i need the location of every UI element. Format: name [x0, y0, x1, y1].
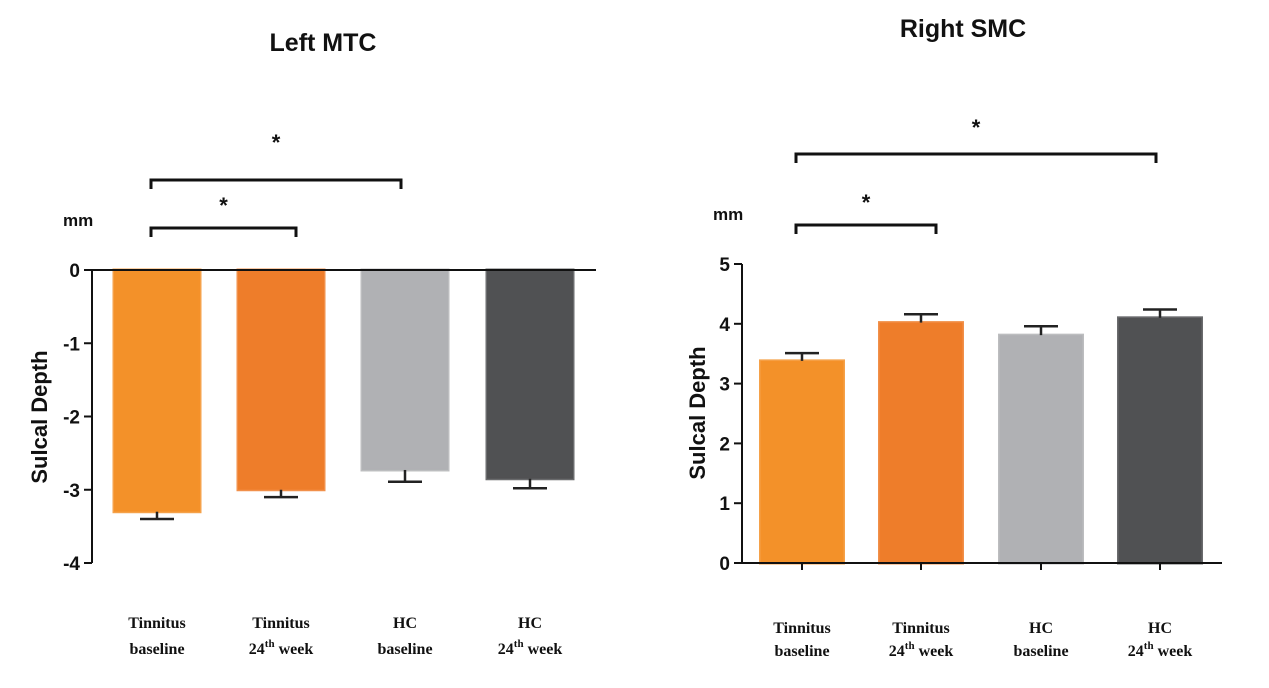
category-label-line2-main-3: baseline — [1013, 643, 1068, 660]
category-label-line2-1: baseline — [774, 643, 829, 660]
category-label-line2-1: baseline — [129, 641, 184, 658]
right-smc-chart: Right SMC mm Sulcal Depth 5 4 3 2 1 0 Tinnitus bas… — [685, 15, 1222, 660]
category-label-line1-4: HC — [518, 615, 542, 632]
bar-2 — [236, 268, 326, 492]
category-label-sup-2: th — [265, 638, 275, 650]
category-label-line2-4: 24th week — [498, 638, 563, 658]
y-tick-label-3: -2 — [63, 408, 80, 429]
bar-1 — [759, 359, 845, 565]
significance-star-2: * — [972, 115, 981, 140]
category-label-line1-3: HC — [1029, 620, 1053, 637]
significance-bracket-1 — [794, 223, 938, 234]
y-tick-label-3: 3 — [719, 375, 730, 396]
category-label-line2-tail-2: week — [275, 641, 314, 658]
bar-2 — [878, 321, 964, 565]
category-label-line1-1: Tinnitus — [128, 615, 186, 632]
category-label-line2-main-1: baseline — [129, 641, 184, 658]
y-tick-label-2: -1 — [63, 334, 80, 355]
category-label-line2-tail-4: week — [524, 641, 563, 658]
y-tick-label-2: 4 — [719, 315, 730, 336]
significance-star-1: * — [219, 193, 228, 218]
category-label-line2-main-2: 24 — [249, 641, 265, 658]
category-label-line2-main-2: 24 — [889, 643, 905, 660]
category-label-line2-3: baseline — [377, 641, 432, 658]
category-label-line2-tail-2: week — [915, 643, 954, 660]
category-label-line2-3: baseline — [1013, 643, 1068, 660]
y-tick-label-5: 1 — [719, 494, 730, 515]
bar-3 — [360, 268, 450, 472]
chart-title: Right SMC — [900, 15, 1026, 43]
y-tick-label-1: 0 — [69, 261, 80, 282]
category-label-sup-2: th — [905, 640, 915, 652]
y-tick-label-4: 2 — [719, 434, 730, 455]
bar-4 — [1117, 316, 1203, 565]
y-tick-label-5: -4 — [63, 554, 80, 575]
category-label-sup-4: th — [1144, 640, 1154, 652]
category-label-line1-3: HC — [393, 615, 417, 632]
left-mtc-chart: Left MTC mm Sulcal Depth 0 -1 -2 -3 -4 Tinnitus b… — [27, 29, 596, 658]
category-label-line2-2: 24th week — [889, 640, 954, 660]
significance-bracket-2 — [149, 178, 403, 189]
y-tick-label-4: -3 — [63, 481, 80, 502]
category-label-line2-main-1: baseline — [774, 643, 829, 660]
significance-star-1: * — [862, 190, 871, 215]
category-label-line1-2: Tinnitus — [252, 615, 310, 632]
category-label-line2-2: 24th week — [249, 638, 314, 658]
chart-title: Left MTC — [270, 29, 377, 57]
category-label-line1-1: Tinnitus — [773, 620, 831, 637]
category-label-line2-main-4: 24 — [498, 641, 514, 658]
significance-bracket-1 — [149, 226, 298, 237]
significance-star-2: * — [272, 130, 281, 155]
unit-label: mm — [713, 205, 743, 224]
category-label-sup-4: th — [514, 638, 524, 650]
category-label-line1-4: HC — [1148, 620, 1172, 637]
bar-4 — [485, 268, 575, 481]
y-axis-label: Sulcal Depth — [685, 346, 710, 479]
significance-bracket-2 — [794, 152, 1158, 163]
unit-label: mm — [63, 211, 93, 230]
category-label-line2-4: 24th week — [1128, 640, 1193, 660]
y-axis-label: Sulcal Depth — [27, 350, 52, 483]
category-label-line2-main-3: baseline — [377, 641, 432, 658]
bar-1 — [112, 268, 202, 514]
category-label-line2-tail-4: week — [1154, 643, 1193, 660]
bar-3 — [998, 333, 1084, 565]
y-tick-label-1: 5 — [719, 255, 730, 276]
category-label-line2-main-4: 24 — [1128, 643, 1144, 660]
y-tick-label-6: 0 — [719, 554, 730, 575]
category-label-line1-2: Tinnitus — [892, 620, 950, 637]
